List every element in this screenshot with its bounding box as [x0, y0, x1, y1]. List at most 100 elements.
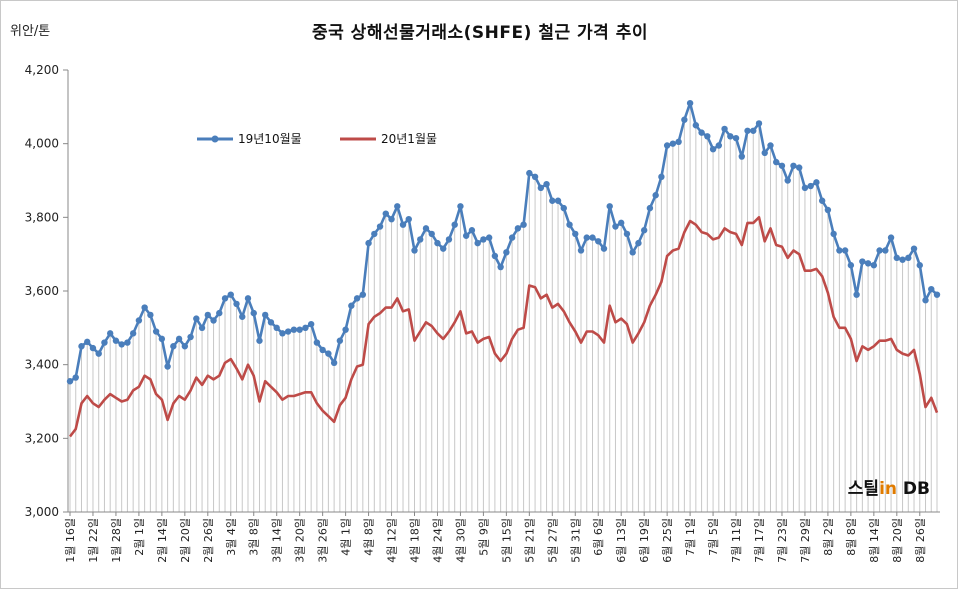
series-1-point: [572, 230, 579, 238]
series-1-point: [112, 337, 120, 344]
chart-title: 중국 상해선물거래소(SHFE) 철근 가격 추이: [311, 23, 648, 43]
x-tick-label: 8월 26일: [913, 518, 927, 563]
series-1-point: [164, 363, 171, 370]
series-1-point: [462, 232, 470, 239]
series-1-point: [508, 234, 516, 241]
series-1-point: [767, 142, 774, 149]
series-1-point: [686, 99, 694, 107]
series-1-point: [600, 245, 608, 252]
series-1-point: [795, 164, 803, 171]
series-1-point: [244, 295, 252, 302]
x-tick-label: 5월 15일: [499, 518, 513, 563]
series-1-point: [336, 337, 344, 344]
series-1-point: [239, 313, 246, 320]
y-tick-label: 3,000: [25, 505, 59, 519]
series-1-point: [152, 328, 160, 335]
series-1-point: [813, 179, 820, 186]
series-1-point: [618, 219, 625, 227]
x-tick-label: 5월 31일: [568, 518, 582, 563]
x-tick-label: 1월 28일: [109, 518, 123, 563]
x-tick-label: 7월 5일: [706, 518, 720, 556]
x-tick-label: 1월 16일: [63, 518, 77, 563]
series-1-point: [187, 333, 194, 341]
series-1-point: [549, 197, 556, 204]
series-1-point: [698, 129, 705, 136]
series-1-point: [95, 350, 102, 357]
x-tick-label: 3월 26일: [316, 518, 330, 563]
series-1-point: [181, 343, 189, 350]
series-1-point: [836, 247, 843, 254]
y-tick-label: 3,200: [25, 431, 59, 445]
series-1-point: [681, 116, 688, 123]
series-1-point: [669, 140, 677, 147]
x-tick-label: 6월 19일: [637, 518, 651, 563]
series-1-point: [198, 324, 206, 332]
x-tick-label: 1월 22일: [86, 518, 100, 563]
x-axis: 1월 16일 1월 22일 1월 28일 2월 1일 2월 14일 2월 20일 2월 26…: [63, 512, 927, 563]
series-1-point: [210, 317, 217, 324]
series-1-point: [89, 344, 97, 352]
series-1-point: [824, 206, 832, 214]
legend-label-series1: 19년10월물: [238, 132, 302, 146]
x-tick-label: 6월 6일: [591, 518, 605, 556]
series-1-point: [497, 263, 504, 271]
series-1-point: [72, 374, 79, 381]
series-1-point: [106, 330, 114, 337]
x-tick-label: 6월 25일: [660, 518, 674, 563]
series-1-point: [870, 262, 878, 269]
brand-accent: in: [879, 479, 897, 499]
series-1-point: [537, 184, 545, 192]
x-tick-label: 4월 1일: [339, 518, 353, 556]
series-1-point: [566, 221, 573, 228]
series-1-point: [595, 238, 602, 245]
series-1-point: [761, 149, 768, 157]
series-1-point: [313, 339, 321, 346]
series-1-point: [141, 304, 148, 311]
series-1-point: [514, 225, 522, 232]
series-1-point: [233, 300, 240, 308]
series-1-point: [296, 326, 303, 333]
series-1-point: [129, 330, 137, 337]
series-1-point: [910, 245, 918, 252]
series-1-point: [451, 221, 458, 228]
series-1-point: [635, 239, 642, 247]
series-1-point: [342, 326, 349, 333]
series-1-point: [589, 234, 596, 241]
series-1-point: [158, 335, 166, 343]
x-tick-label: 7월 17일: [752, 518, 766, 563]
series-1-point: [801, 184, 809, 192]
series-1-point: [124, 339, 131, 346]
series-1-point: [457, 203, 464, 210]
series-1-point: [640, 227, 648, 234]
series-1-point: [732, 134, 740, 142]
series-1-point: [284, 328, 292, 335]
series-1-point: [399, 221, 407, 228]
series-1-point: [101, 339, 108, 346]
series-1-point: [503, 249, 510, 256]
x-tick-label: 3월 8일: [247, 518, 261, 556]
y-tick-label: 4,200: [25, 63, 59, 77]
series-1-point: [543, 180, 550, 188]
series-line-1: [69, 101, 938, 383]
series-1-point: [893, 254, 901, 262]
series-1-point: [778, 162, 786, 169]
series-1-point: [526, 169, 533, 177]
series-1-point: [928, 285, 935, 293]
series-1-point: [738, 153, 745, 160]
series-1-point: [773, 158, 780, 166]
series-1-point: [629, 249, 636, 256]
series-1-point: [388, 215, 395, 223]
series-1-point: [307, 320, 315, 328]
series-1-point: [847, 262, 855, 269]
series-1-point: [859, 258, 866, 265]
x-tick-label: 4월 12일: [385, 518, 399, 563]
series-1-point: [175, 335, 183, 343]
series-1-point: [417, 236, 424, 243]
series-1-point: [652, 192, 659, 199]
y-tick-label: 3,800: [25, 210, 59, 224]
series-line-2: [68, 216, 939, 438]
y-tick-label: 3,600: [25, 284, 59, 298]
series-1-point: [405, 215, 412, 223]
legend: 19년10월물 20년1월물: [197, 132, 437, 146]
series-1-point: [887, 234, 895, 241]
